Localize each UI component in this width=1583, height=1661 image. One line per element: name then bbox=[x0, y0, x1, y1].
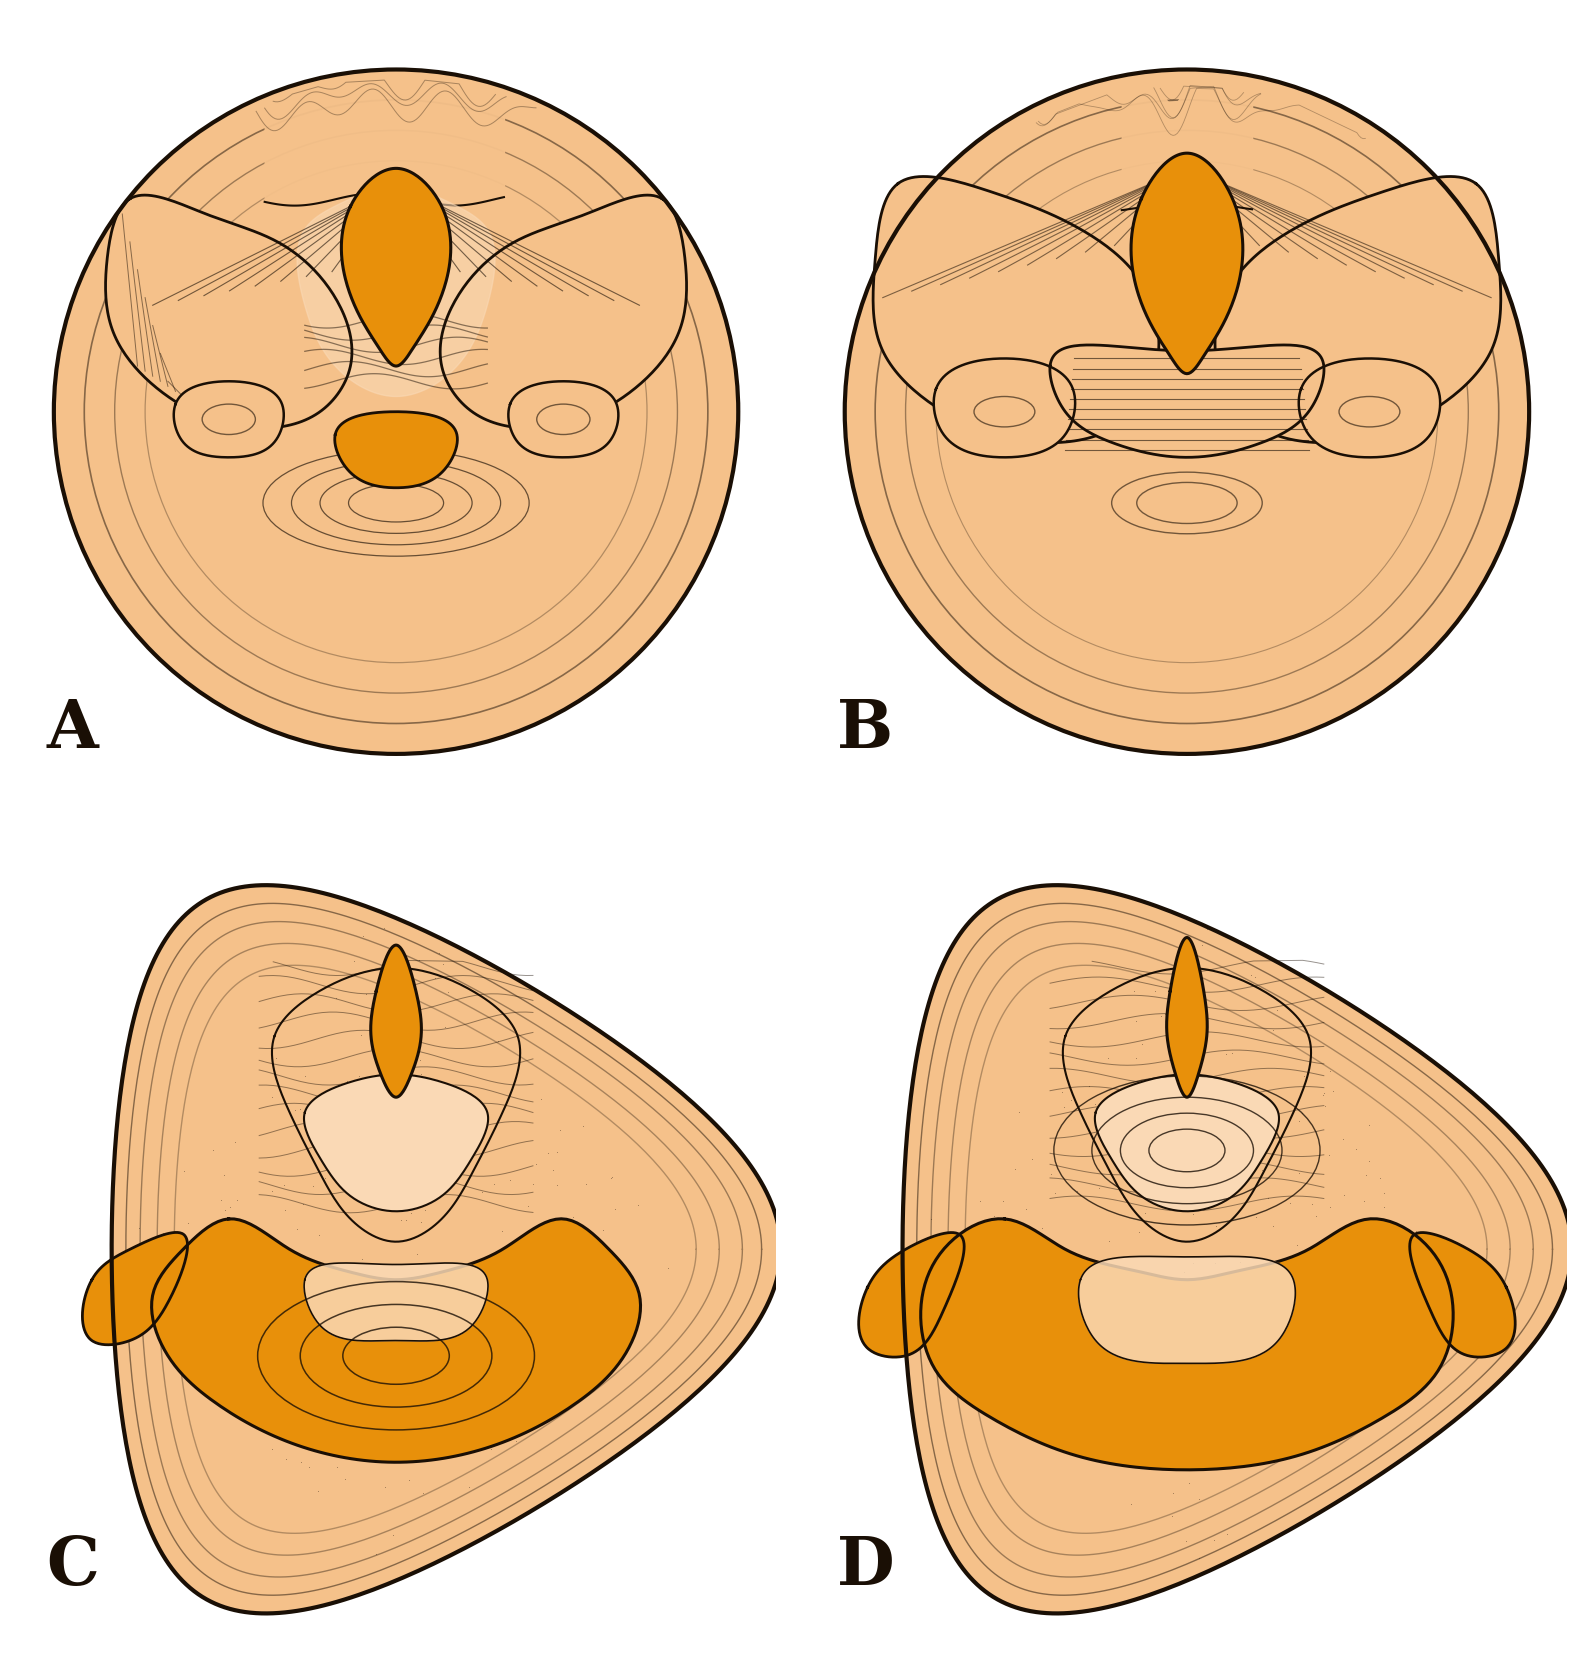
Polygon shape bbox=[1095, 1075, 1279, 1211]
Polygon shape bbox=[440, 194, 687, 429]
Polygon shape bbox=[1216, 176, 1501, 443]
Polygon shape bbox=[1050, 345, 1323, 457]
Polygon shape bbox=[342, 168, 451, 365]
Polygon shape bbox=[902, 885, 1572, 1613]
Text: C: C bbox=[46, 1535, 100, 1600]
Circle shape bbox=[54, 70, 738, 754]
Polygon shape bbox=[1410, 1232, 1515, 1357]
Polygon shape bbox=[874, 176, 1159, 443]
Polygon shape bbox=[304, 1075, 488, 1211]
Polygon shape bbox=[934, 359, 1075, 457]
Polygon shape bbox=[112, 885, 780, 1613]
Polygon shape bbox=[1298, 359, 1441, 457]
Polygon shape bbox=[334, 412, 457, 488]
Polygon shape bbox=[152, 1219, 641, 1462]
Polygon shape bbox=[370, 945, 421, 1098]
Text: B: B bbox=[837, 696, 893, 761]
Polygon shape bbox=[1167, 937, 1208, 1098]
Text: D: D bbox=[837, 1535, 894, 1600]
Polygon shape bbox=[174, 382, 283, 457]
Polygon shape bbox=[82, 1232, 187, 1345]
Polygon shape bbox=[858, 1232, 964, 1357]
Polygon shape bbox=[921, 1219, 1453, 1470]
Polygon shape bbox=[106, 194, 351, 429]
Polygon shape bbox=[298, 184, 495, 397]
Polygon shape bbox=[508, 382, 619, 457]
Polygon shape bbox=[1130, 153, 1243, 374]
Polygon shape bbox=[304, 1262, 488, 1340]
Text: A: A bbox=[46, 696, 98, 761]
Circle shape bbox=[845, 70, 1529, 754]
Polygon shape bbox=[1078, 1256, 1295, 1364]
